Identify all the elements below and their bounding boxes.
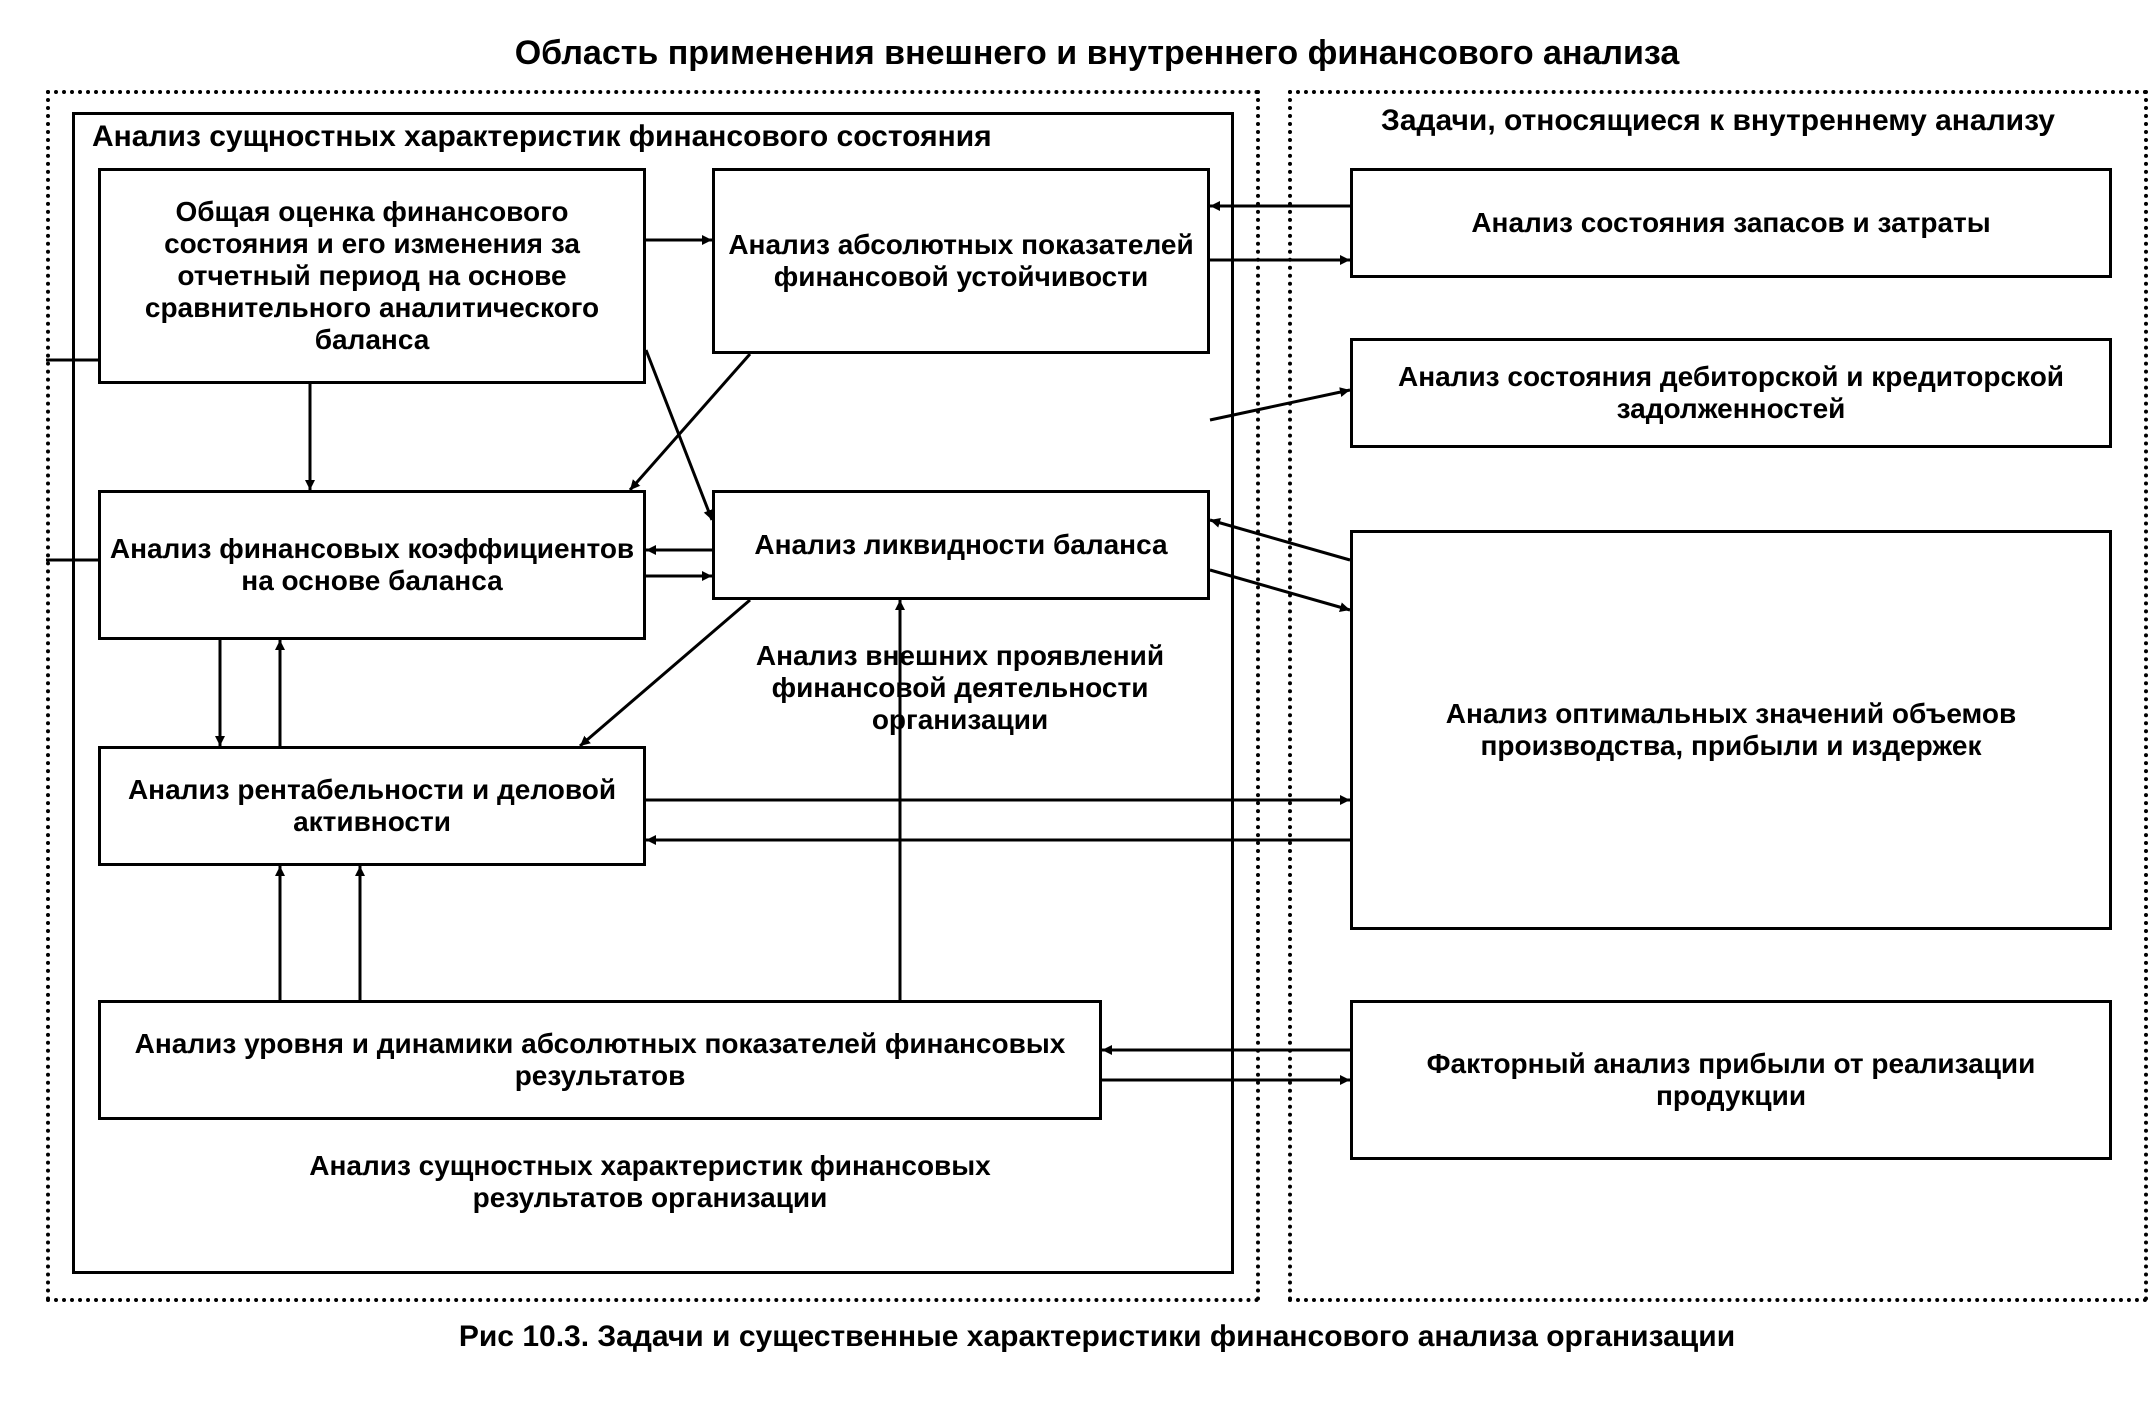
label-external-manifestations: Анализ внешних проявлений финансовой дея… <box>700 640 1220 736</box>
right-container-header: Задачи, относящиеся к внутреннему анализ… <box>1298 104 2138 138</box>
node-general-assessment: Общая оценка финансового состояния и его… <box>98 168 646 384</box>
node-level-dynamics: Анализ уровня и динамики абсолютных пока… <box>98 1000 1102 1120</box>
diagram-caption: Рис 10.3. Задачи и существенные характер… <box>20 1320 2154 1354</box>
label-results-characteristics: Анализ сущностных характеристик финансов… <box>270 1150 1030 1214</box>
node-optimal-volumes: Анализ оптимальных значений объемов прои… <box>1350 530 2112 930</box>
node-financial-ratios: Анализ финансовых коэффициентов на основ… <box>98 490 646 640</box>
node-factor-profit: Факторный анализ прибыли от реализации п… <box>1350 1000 2112 1160</box>
node-profitability: Анализ рентабельности и деловой активнос… <box>98 746 646 866</box>
node-receivables-payables: Анализ состояния дебиторской и кредиторс… <box>1350 338 2112 448</box>
node-inventory-costs: Анализ состояния запасов и затраты <box>1350 168 2112 278</box>
node-liquidity: Анализ ликвидности баланса <box>712 490 1210 600</box>
diagram-title: Область применения внешнего и внутреннег… <box>20 34 2154 73</box>
left-container-header: Анализ сущностных характеристик финансов… <box>82 120 1224 154</box>
diagram-canvas: Область применения внешнего и внутреннег… <box>20 20 2154 1397</box>
node-absolute-indicators: Анализ абсолютных показателей финансовой… <box>712 168 1210 354</box>
